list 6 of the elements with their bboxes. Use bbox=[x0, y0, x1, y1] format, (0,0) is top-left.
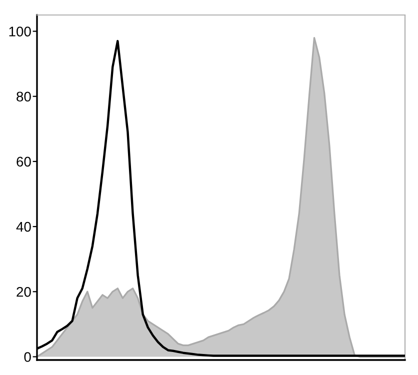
y-tick-label: 40 bbox=[16, 222, 31, 232]
y-tick-label: 100 bbox=[9, 26, 31, 36]
y-tick-label: 20 bbox=[16, 286, 31, 297]
y-tick-label: 0 bbox=[24, 352, 31, 362]
y-tick-label: 60 bbox=[16, 156, 31, 167]
y-tick-label: 80 bbox=[16, 92, 31, 102]
